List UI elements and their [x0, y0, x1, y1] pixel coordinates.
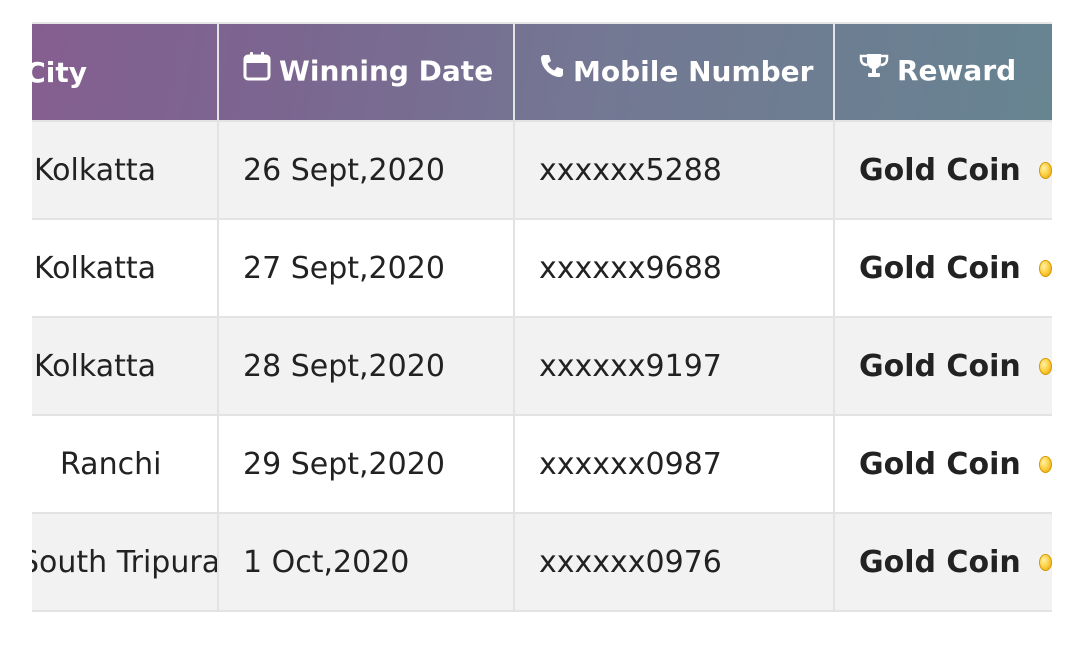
- reward-label: Gold Coin: [859, 152, 1021, 188]
- table-row: Kolkatta 27 Sept,2020 xxxxxx9688 Gold Co…: [32, 218, 1052, 318]
- coin-icon: [1038, 455, 1051, 473]
- phone-icon: [539, 53, 565, 86]
- cell-winning-date: 29 Sept,2020: [217, 414, 515, 514]
- column-header-winning-date: Winning Date: [217, 22, 515, 122]
- trophy-icon: [859, 52, 889, 87]
- column-header-city-label: City: [32, 55, 87, 89]
- cell-city: Kolkatta: [32, 316, 219, 416]
- table-row: South Tripura 1 Oct,2020 xxxxxx0976 Gold…: [32, 512, 1052, 612]
- column-header-mobile-number: Mobile Number: [513, 22, 835, 122]
- cell-reward: Gold Coin: [833, 414, 1052, 514]
- cell-reward: Gold Coin: [833, 120, 1052, 220]
- table-row: Kolkatta 26 Sept,2020 xxxxxx5288 Gold Co…: [32, 120, 1052, 220]
- coin-icon: [1038, 357, 1051, 375]
- winners-table-container: City Winning Date: [32, 22, 1052, 614]
- cell-reward: Gold Coin: [833, 316, 1052, 416]
- table-row: Kolkatta 28 Sept,2020 xxxxxx9197 Gold Co…: [32, 316, 1052, 416]
- coin-icon: [1038, 259, 1051, 277]
- column-header-mobile-number-label: Mobile Number: [573, 54, 814, 88]
- winners-table: City Winning Date: [32, 22, 1052, 612]
- calendar-icon: [243, 51, 271, 88]
- cell-mobile-number: xxxxxx9688: [513, 218, 835, 318]
- cell-winning-date: 1 Oct,2020: [217, 512, 515, 612]
- cell-mobile-number: xxxxxx9197: [513, 316, 835, 416]
- cell-mobile-number: xxxxxx0987: [513, 414, 835, 514]
- cell-reward: Gold Coin: [833, 512, 1052, 612]
- cell-winning-date: 26 Sept,2020: [217, 120, 515, 220]
- cell-mobile-number: xxxxxx0976: [513, 512, 835, 612]
- cell-city: South Tripura: [32, 512, 219, 612]
- cell-city: Ranchi: [32, 414, 219, 514]
- reward-label: Gold Coin: [859, 250, 1021, 286]
- cell-winning-date: 27 Sept,2020: [217, 218, 515, 318]
- cell-city: Kolkatta: [32, 218, 219, 318]
- reward-label: Gold Coin: [859, 348, 1021, 384]
- column-header-winning-date-label: Winning Date: [279, 54, 494, 87]
- cell-mobile-number: xxxxxx5288: [513, 120, 835, 220]
- coin-icon: [1038, 161, 1051, 179]
- column-header-city: City: [32, 22, 219, 122]
- coin-icon: [1038, 553, 1051, 571]
- reward-label: Gold Coin: [859, 446, 1021, 482]
- cell-winning-date: 28 Sept,2020: [217, 316, 515, 416]
- table-header-row: City Winning Date: [32, 22, 1052, 122]
- reward-label: Gold Coin: [859, 544, 1021, 580]
- column-header-reward-label: Reward: [897, 54, 1017, 88]
- column-header-reward: Reward: [833, 22, 1052, 122]
- cell-reward: Gold Coin: [833, 218, 1052, 318]
- table-row: Ranchi 29 Sept,2020 xxxxxx0987 Gold Coin: [32, 414, 1052, 514]
- cell-city: Kolkatta: [32, 120, 219, 220]
